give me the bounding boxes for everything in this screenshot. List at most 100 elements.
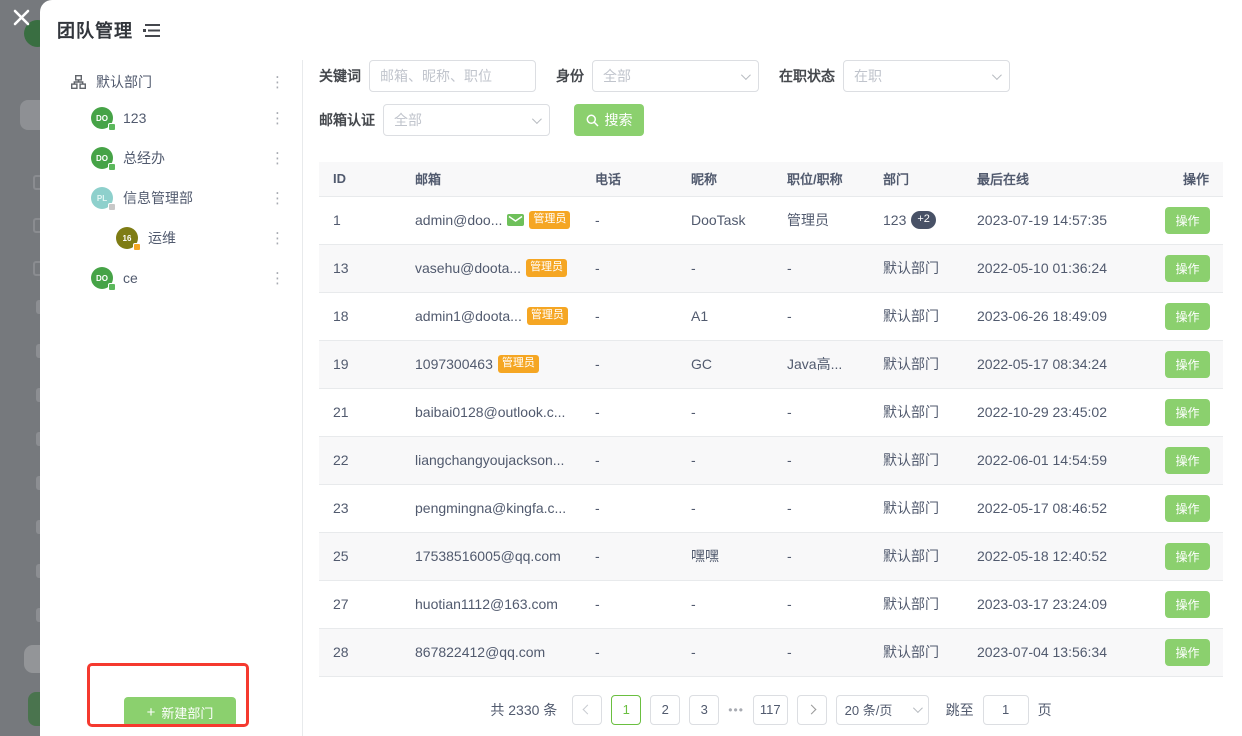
page-button-1[interactable]: 1 <box>611 694 642 725</box>
jump-to-label: 跳至 <box>945 701 974 718</box>
verified-email-icon <box>507 214 525 226</box>
row-action-button[interactable]: 操作 <box>1165 542 1210 570</box>
cell-nickname: A1 <box>677 292 773 341</box>
more-menu-icon[interactable]: ⋮ <box>270 189 285 207</box>
cell-last-online: 2022-06-01 14:54:59 <box>963 436 1151 485</box>
table-row: 18 admin1@doota... 管理员 - A1 - 默认部门 2023-… <box>319 292 1223 341</box>
dept-count-badge: +2 <box>911 211 936 229</box>
cell-nickname: - <box>677 244 773 293</box>
cell-phone: - <box>581 484 677 533</box>
cell-department: 默认部门 <box>869 580 963 629</box>
cell-department: 默认部门 <box>869 436 963 485</box>
cell-nickname: - <box>677 388 773 437</box>
cell-last-online: 2023-06-26 18:49:09 <box>963 292 1151 341</box>
email-verify-label: 邮箱认证 <box>319 112 375 128</box>
table-row: 25 17538516005@qq.com - 嘿嘿 - 默认部门 2022-0… <box>319 532 1223 581</box>
dept-root-label: 默认部门 <box>96 74 152 90</box>
page-size-select[interactable]: 20 条/页 <box>835 694 929 725</box>
cell-email: admin@doo... 管理员 <box>401 196 581 245</box>
row-action-button[interactable]: 操作 <box>1165 446 1210 474</box>
col-department: 部门 <box>869 162 963 197</box>
cell-last-online: 2023-03-17 23:24:09 <box>963 580 1151 629</box>
dept-root-item[interactable]: 默认部门 ⋮ <box>40 66 302 98</box>
prev-page-button[interactable] <box>572 694 603 725</box>
row-action-button[interactable]: 操作 <box>1165 206 1210 234</box>
page-button-3[interactable]: 3 <box>689 694 720 725</box>
modal-header: 团队管理 <box>40 0 1242 60</box>
dept-item[interactable]: PL 信息管理部 ⋮ <box>40 178 302 218</box>
row-action-button[interactable]: 操作 <box>1165 398 1210 426</box>
cell-phone: - <box>581 388 677 437</box>
table-row: 13 vasehu@doota... 管理员 - - - 默认部门 2022-0… <box>319 244 1223 293</box>
col-id: ID <box>319 162 401 197</box>
col-nickname: 昵称 <box>677 162 773 197</box>
cell-department: 默认部门 <box>869 484 963 533</box>
row-action-button[interactable]: 操作 <box>1165 302 1210 330</box>
dept-avatar: DO <box>91 267 116 291</box>
more-menu-icon[interactable]: ⋮ <box>270 149 285 167</box>
plus-icon: + <box>146 703 156 721</box>
table-row: 28 867822412@qq.com - - - 默认部门 2023-07-0… <box>319 628 1223 677</box>
cell-last-online: 2022-10-29 23:45:02 <box>963 388 1151 437</box>
identity-select[interactable]: 全部 <box>592 60 759 92</box>
cell-email: 867822412@qq.com <box>401 628 581 677</box>
dept-item[interactable]: 16 运维 ⋮ <box>40 218 302 258</box>
more-menu-icon[interactable]: ⋮ <box>270 269 285 287</box>
new-department-button[interactable]: + 新建部门 <box>124 697 236 727</box>
dept-item-label: 总经办 <box>123 150 165 166</box>
member-list-panel: 关键词 身份 全部 在职状态 在职 邮箱认证 全部 搜 <box>303 60 1242 736</box>
cell-phone: - <box>581 532 677 581</box>
col-position: 职位/职称 <box>773 162 869 197</box>
jump-page-input[interactable] <box>982 694 1029 725</box>
row-action-button[interactable]: 操作 <box>1165 638 1210 666</box>
status-select[interactable]: 在职 <box>843 60 1010 92</box>
row-action-button[interactable]: 操作 <box>1165 494 1210 522</box>
email-verify-select[interactable]: 全部 <box>383 104 550 136</box>
cell-id: 19 <box>319 340 401 389</box>
more-menu-icon[interactable]: ⋮ <box>270 229 285 247</box>
total-count: 共 2330 条 <box>490 701 558 718</box>
dept-item[interactable]: DO 123 ⋮ <box>40 98 302 138</box>
row-action-button[interactable]: 操作 <box>1165 254 1210 282</box>
cell-department: 123 +2 <box>869 196 963 245</box>
admin-badge: 管理员 <box>526 307 568 325</box>
keyword-input[interactable] <box>369 60 536 92</box>
cell-email: pengmingna@kingfa.c... <box>401 484 581 533</box>
cell-position: - <box>773 532 869 581</box>
pagination: 共 2330 条 1 2 3 ••• 117 20 条/页 跳至 页 <box>319 694 1223 725</box>
dept-item-label: 信息管理部 <box>123 190 193 206</box>
cell-position: - <box>773 484 869 533</box>
dept-item[interactable]: DO 总经办 ⋮ <box>40 138 302 178</box>
more-menu-icon[interactable]: ⋮ <box>270 73 285 91</box>
cell-last-online: 2022-05-17 08:34:24 <box>963 340 1151 389</box>
next-page-button[interactable] <box>796 694 827 725</box>
admin-badge: 管理员 <box>529 211 571 229</box>
cell-position: Java高... <box>773 340 869 389</box>
row-action-button[interactable]: 操作 <box>1165 350 1210 378</box>
avatar-badge <box>108 203 116 211</box>
cell-phone: - <box>581 196 677 245</box>
page-button-last[interactable]: 117 <box>752 694 788 725</box>
cell-phone: - <box>581 580 677 629</box>
cell-position: - <box>773 436 869 485</box>
dept-item-label: 运维 <box>148 230 176 246</box>
cell-last-online: 2022-05-18 12:40:52 <box>963 532 1151 581</box>
page-button-2[interactable]: 2 <box>650 694 681 725</box>
dept-item[interactable]: DO ce ⋮ <box>40 258 302 298</box>
more-menu-icon[interactable]: ⋮ <box>270 109 285 127</box>
chevron-right-icon <box>806 704 817 715</box>
search-button[interactable]: 搜索 <box>574 104 644 136</box>
col-action: 操作 <box>1151 162 1223 197</box>
avatar-badge <box>108 163 116 171</box>
admin-badge: 管理员 <box>526 259 568 277</box>
tree-toggle-icon[interactable] <box>143 23 162 38</box>
identity-label: 身份 <box>556 68 584 84</box>
row-action-button[interactable]: 操作 <box>1165 590 1210 618</box>
avatar-badge <box>108 123 116 131</box>
close-icon[interactable] <box>9 5 33 29</box>
cell-phone: - <box>581 292 677 341</box>
cell-email: vasehu@doota... 管理员 <box>401 244 581 293</box>
cell-last-online: 2022-05-10 01:36:24 <box>963 244 1151 293</box>
chevron-down-icon <box>912 703 923 714</box>
cell-nickname: - <box>677 628 773 677</box>
